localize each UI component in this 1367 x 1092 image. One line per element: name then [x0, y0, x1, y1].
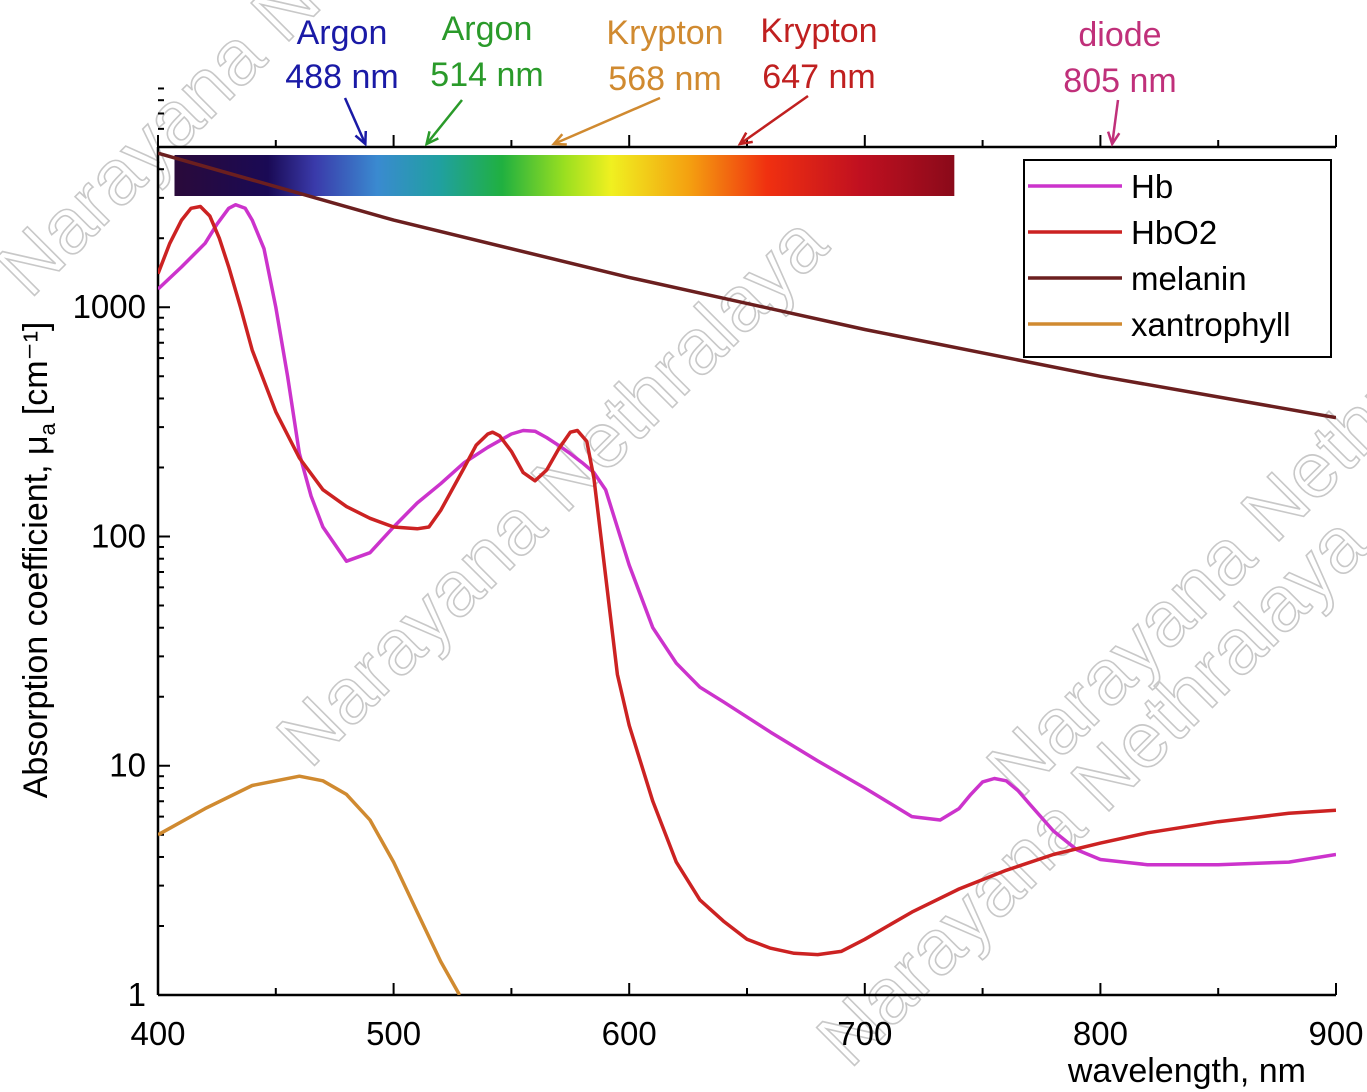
x-tick-label: 600	[602, 1015, 657, 1052]
laser-arrow	[553, 96, 661, 146]
x-tick-labels: 400 500 600 700 800 900	[130, 1015, 1363, 1052]
laser-arrowhead	[424, 131, 439, 147]
series-line-melanin	[158, 151, 1336, 420]
y-tick-labels: 1 10 100 1000	[73, 288, 146, 1013]
laser-wavelength: 514 nm	[430, 56, 543, 94]
visible-spectrum-bar	[174, 155, 955, 196]
x-tick-label: 400	[130, 1015, 185, 1052]
laser-arrow	[739, 94, 809, 146]
axis-ticks	[157, 87, 1337, 996]
laser-name: diode	[1078, 16, 1161, 54]
laser-wavelength: 568 nm	[608, 60, 721, 98]
laser-arrowhead	[737, 132, 753, 146]
x-tick-label: 700	[837, 1015, 892, 1052]
laser-name: Krypton	[606, 14, 723, 52]
legend: Hb HbO2 melanin xantrophyll	[1023, 159, 1332, 358]
y-tick-label: 1	[128, 976, 146, 1013]
x-tick-label: 800	[1073, 1015, 1128, 1052]
x-axis-title: wavelength, nm	[1067, 1052, 1306, 1090]
legend-label: melanin	[1131, 260, 1247, 297]
laser-arrowhead	[354, 130, 368, 147]
laser-wavelength: 805 nm	[1063, 62, 1176, 100]
series-lines	[158, 151, 1336, 995]
legend-label: HbO2	[1131, 214, 1217, 251]
laser-arrowhead	[551, 133, 567, 146]
laser-wavelength: 647 nm	[762, 58, 875, 96]
series-line-hb	[158, 202, 1336, 867]
y-axis-title-subscript: a	[35, 422, 60, 435]
legend-label: xantrophyll	[1131, 306, 1291, 343]
series-line-xantrophyll	[158, 774, 462, 995]
legend-label: Hb	[1131, 168, 1173, 205]
laser-name: Argon	[297, 14, 388, 52]
laser-name: Argon	[442, 10, 533, 48]
laser-arrow	[1110, 99, 1120, 145]
laser-annotations: Argon 488 nm Argon 514 nm Krypton 568 nm Krypt…	[285, 10, 1177, 147]
y-axis-title: Absorption coefficient, μa [cm⁻¹]	[17, 322, 60, 799]
x-tick-label: 500	[366, 1015, 421, 1052]
y-tick-label: 1000	[73, 288, 146, 325]
y-axis-title-main: Absorption coefficient, μ	[17, 435, 55, 798]
y-tick-label: 100	[91, 517, 146, 554]
watermark-text: Narayana Nethralaya	[260, 198, 844, 782]
laser-arrowhead	[1106, 131, 1121, 147]
laser-name: Krypton	[760, 12, 877, 50]
y-tick-label: 10	[109, 747, 146, 784]
y-axis-title-unit: [cm⁻¹]	[17, 322, 55, 415]
series-line-hbo2	[158, 204, 1336, 957]
x-tick-label: 900	[1308, 1015, 1363, 1052]
laser-wavelength: 488 nm	[285, 58, 398, 96]
laser-arrow	[425, 99, 463, 145]
laser-arrow	[343, 97, 367, 145]
